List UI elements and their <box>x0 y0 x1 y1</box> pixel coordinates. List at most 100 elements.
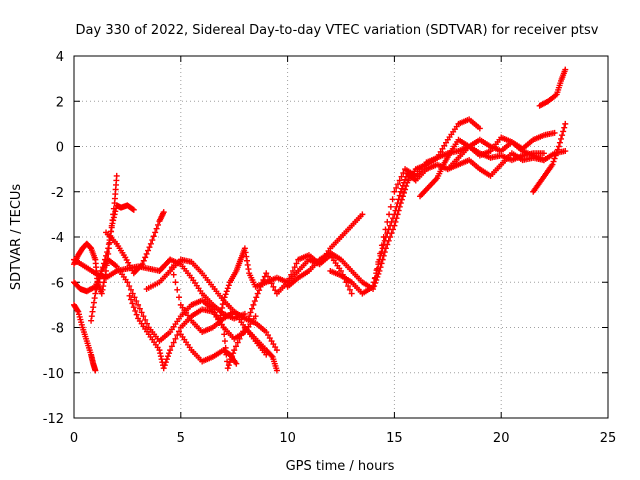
data-point <box>551 129 558 136</box>
data-point <box>216 316 223 323</box>
data-point <box>224 358 231 365</box>
data-point <box>263 329 270 336</box>
data-point <box>158 356 165 363</box>
y-tick-label: -2 <box>51 186 64 201</box>
data-point <box>139 261 146 268</box>
data-point <box>394 200 401 207</box>
data-point <box>113 172 120 179</box>
data-point <box>257 283 264 290</box>
data-point <box>549 161 556 168</box>
y-tick-label: -12 <box>43 412 64 427</box>
chart-title: Day 330 of 2022, Sidereal Day-to-day VTE… <box>76 23 599 38</box>
data-point <box>256 287 263 294</box>
series-arc-9 <box>167 256 280 374</box>
data-point <box>170 339 177 346</box>
data-point <box>376 256 383 263</box>
data-point <box>232 343 239 350</box>
y-tick-label: -10 <box>43 367 64 382</box>
series-arc-18 <box>530 120 569 195</box>
data-point <box>245 266 252 273</box>
data-point <box>136 305 143 312</box>
data-point <box>560 128 567 135</box>
x-tick-label: 10 <box>279 431 296 446</box>
data-point <box>398 185 405 192</box>
x-tick-label: 15 <box>386 431 403 446</box>
data-point <box>401 189 408 196</box>
data-point <box>243 253 250 260</box>
data-point <box>273 347 280 354</box>
data-point <box>160 365 167 372</box>
data-point <box>153 225 160 232</box>
data-point <box>385 226 392 233</box>
data-point <box>389 196 396 203</box>
data-point <box>96 275 103 282</box>
data-point <box>233 360 240 367</box>
data-point <box>540 150 547 157</box>
data-point <box>226 359 233 366</box>
data-point <box>168 264 175 271</box>
data-point <box>133 298 140 305</box>
data-point <box>236 335 243 342</box>
data-point <box>359 211 366 218</box>
data-point <box>346 286 353 293</box>
y-tick-label: -6 <box>51 276 64 291</box>
data-point <box>110 217 117 224</box>
data-point <box>391 188 398 195</box>
data-point <box>140 313 147 320</box>
data-point <box>476 125 483 132</box>
series-arc-8 <box>143 256 280 354</box>
data-point <box>394 181 401 188</box>
data-point <box>92 290 99 297</box>
data-point <box>379 245 386 252</box>
data-point <box>272 344 279 351</box>
series-arc-1 <box>71 301 99 374</box>
data-point <box>126 292 133 299</box>
data-point <box>219 304 226 311</box>
data-point <box>550 158 557 165</box>
y-axis-label: SDTVAR / TECUs <box>9 184 24 291</box>
data-point <box>216 319 223 326</box>
series-arc-12 <box>246 211 366 320</box>
data-point <box>222 291 229 298</box>
data-point <box>443 139 450 146</box>
data-point <box>391 211 398 218</box>
data-point <box>348 290 355 297</box>
data-point <box>168 343 175 350</box>
data-point <box>162 359 169 366</box>
data-point <box>143 250 150 257</box>
data-point <box>161 362 168 369</box>
data-point <box>392 207 399 214</box>
data-point <box>386 211 393 218</box>
data-point <box>258 280 265 287</box>
data-point <box>127 286 134 293</box>
data-point <box>100 260 107 267</box>
data-point <box>402 186 409 193</box>
series-arc-16 <box>417 136 547 200</box>
data-point <box>265 273 272 280</box>
data-point <box>293 260 300 267</box>
data-point <box>370 283 377 290</box>
data-point <box>373 270 380 277</box>
data-point <box>98 267 105 274</box>
data-point <box>74 307 81 314</box>
data-point <box>377 264 384 271</box>
data-point <box>260 276 267 283</box>
data-point <box>270 283 277 290</box>
data-point <box>273 367 280 374</box>
data-point <box>553 149 560 156</box>
data-point <box>266 335 273 342</box>
data-point <box>174 332 181 339</box>
data-point <box>393 203 400 210</box>
data-point <box>371 279 378 286</box>
data-point <box>393 184 400 191</box>
data-point <box>268 352 275 359</box>
x-tick-label: 25 <box>600 431 617 446</box>
data-point <box>266 276 273 283</box>
data-point <box>220 297 227 304</box>
data-point <box>155 221 162 228</box>
data-point <box>375 261 382 268</box>
data-point <box>156 347 163 354</box>
y-tick-label: -4 <box>51 231 64 246</box>
data-point <box>129 300 136 307</box>
data-point <box>157 350 164 357</box>
